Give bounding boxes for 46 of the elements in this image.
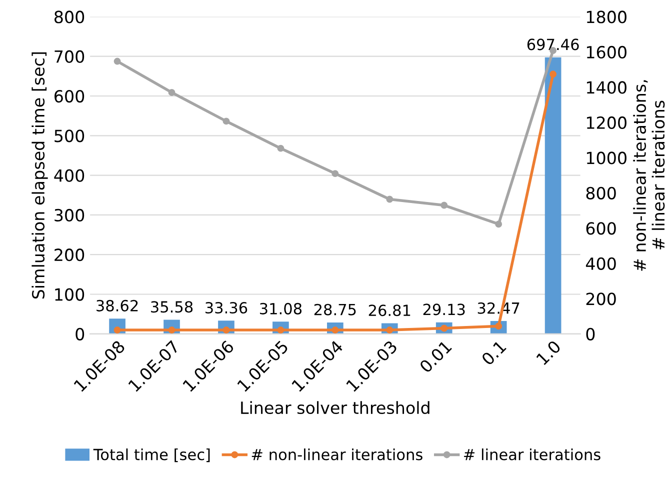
x-tick-label: 1.0 — [536, 340, 562, 366]
data-label: 38.62 — [96, 300, 138, 312]
data-label: 31.08 — [260, 302, 302, 314]
y2-tick-label: 0 — [586, 328, 595, 340]
data-label: 26.81 — [368, 304, 410, 316]
y-tick-label: 400 — [54, 169, 84, 182]
y-tick-label: 0 — [76, 328, 84, 340]
point — [222, 118, 230, 125]
y2-tick-label: 1600 — [586, 46, 626, 59]
y2-axis-title: # non-linear iterations, # linear iterations — [633, 80, 665, 271]
data-label: 29.13 — [423, 304, 465, 316]
point — [277, 144, 284, 152]
data-label: 33.36 — [206, 302, 248, 314]
point — [332, 170, 339, 178]
y-tick-label: 100 — [55, 288, 84, 301]
y2-tick-label: 600 — [586, 222, 616, 235]
bar — [544, 57, 562, 334]
x-tick-label: 0.1 — [480, 340, 507, 366]
point — [168, 89, 176, 96]
y2-tick-label: 400 — [586, 257, 616, 270]
y2-tick-label: 1400 — [586, 81, 626, 94]
y2-tick-label: 200 — [586, 292, 616, 306]
y-axis-title: Simluation elapsed time [sec] — [32, 52, 48, 299]
y-tick-label: 300 — [54, 208, 84, 222]
point — [440, 202, 448, 209]
data-label: 35.58 — [151, 301, 193, 313]
y2-tick-label: 1200 — [586, 116, 626, 129]
y-tick-label: 600 — [54, 90, 84, 103]
data-label: 697.46 — [527, 38, 579, 50]
point — [114, 326, 121, 334]
y-tick-label: 200 — [54, 248, 84, 262]
point — [550, 70, 557, 78]
y2-tick-label: 1800 — [586, 10, 626, 24]
x-axis-title: Linear solver threshold — [241, 401, 430, 414]
y2-tick-label: 1000 — [586, 152, 626, 164]
point — [114, 58, 121, 65]
point — [495, 220, 502, 228]
y2-tick-label: 800 — [586, 186, 616, 200]
y-tick-label: 800 — [54, 10, 84, 24]
point — [386, 196, 394, 203]
legend-label: Total time [sec] — [93, 448, 210, 462]
data-label: 28.75 — [314, 304, 356, 316]
y-tick-label: 700 — [54, 50, 84, 63]
legend-label: # linear iterations — [464, 448, 600, 460]
y-tick-label: 500 — [54, 130, 84, 142]
legend-label: # non-linear iterations — [252, 448, 422, 460]
